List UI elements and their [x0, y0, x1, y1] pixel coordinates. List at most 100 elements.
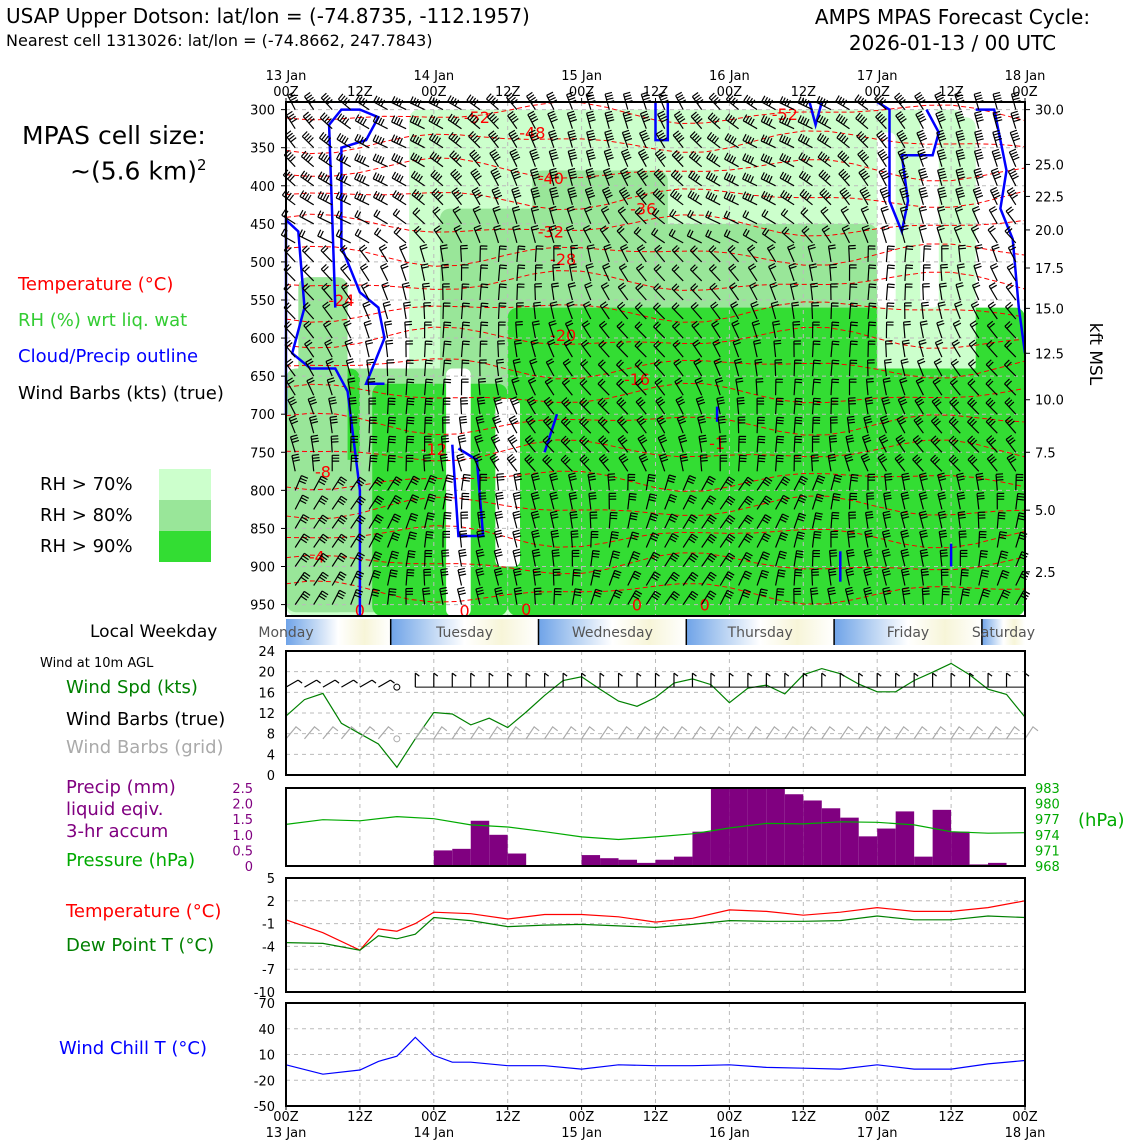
wind-barb — [597, 378, 610, 396]
wind-barb — [930, 416, 943, 434]
wind-barb — [368, 569, 382, 586]
wind-barb — [820, 206, 832, 225]
wind-barb — [1004, 416, 1017, 434]
wind-barb — [967, 359, 980, 377]
kft-tick-label: 25.0 — [1035, 158, 1064, 173]
precip-bar — [766, 788, 785, 866]
wind-barb — [367, 378, 376, 396]
wind-barb — [321, 282, 333, 301]
wind-barb — [848, 359, 858, 377]
wind-barb — [811, 397, 821, 415]
wind-barb-true — [913, 672, 919, 688]
temperature-contour — [285, 157, 1026, 182]
kft-tick-label: 30.0 — [1035, 104, 1064, 119]
temperature-label: -4 — [309, 548, 325, 567]
wind-barb — [682, 590, 699, 605]
wind-barb — [567, 129, 578, 148]
wind-barb — [788, 263, 797, 282]
wind-barb — [548, 205, 558, 224]
wind-barb — [1007, 167, 1019, 187]
wind-barb — [885, 302, 895, 320]
wind-barb — [542, 435, 555, 453]
wind-barb — [885, 283, 895, 301]
wind-barb — [635, 187, 648, 206]
wind-barb — [844, 453, 854, 472]
wind-barb — [919, 529, 928, 548]
wind-barb — [664, 513, 679, 529]
wind-barb-grid — [359, 725, 376, 740]
wind-barb — [442, 511, 452, 529]
wind-barb — [738, 435, 747, 453]
wind-barb — [1010, 110, 1021, 129]
rh-dry-slot — [446, 368, 471, 616]
wind-barb — [723, 172, 739, 187]
wind-barb-grid — [470, 725, 485, 740]
wind-barb — [738, 454, 747, 472]
wind-barb — [442, 302, 451, 320]
wind-barb — [405, 569, 415, 586]
precip-bar — [489, 834, 508, 866]
wind-barb — [490, 434, 501, 453]
wind-barb — [664, 552, 680, 567]
wind-barb — [494, 586, 504, 605]
wind-barb — [460, 340, 470, 358]
precip-tick-label: 0.5 — [232, 844, 253, 859]
wind-barb — [635, 263, 647, 282]
wind-barb — [936, 148, 947, 167]
wind-barb — [424, 474, 438, 491]
wind-barb — [304, 339, 315, 358]
wind-barb — [497, 245, 507, 262]
wind-barb — [793, 416, 803, 434]
wind-barb — [600, 282, 610, 301]
wind-barb — [387, 532, 401, 548]
wind-barb — [1005, 434, 1017, 453]
wind-barb — [493, 529, 503, 548]
wind-barb — [988, 282, 998, 301]
wind-barb — [989, 186, 1001, 206]
top-hour-label: 12Z — [938, 85, 964, 100]
weekday-name: Wednesday — [572, 625, 653, 641]
wind-barb — [567, 148, 578, 167]
wind-barb — [476, 529, 486, 548]
wind-barb — [508, 129, 520, 149]
wind-barb — [829, 549, 838, 567]
wind-barb — [458, 415, 468, 434]
wind-barb-grid — [987, 725, 1002, 740]
wind-barb — [391, 115, 407, 130]
weekday-band-segment — [834, 619, 982, 645]
wind-barb — [847, 397, 856, 415]
wind-barb — [429, 151, 444, 168]
wind-barb — [526, 396, 537, 415]
wind-barb — [996, 531, 1008, 548]
wind-barb — [793, 494, 808, 510]
wind-barb — [707, 112, 721, 130]
wind-barb — [313, 514, 329, 529]
wind-barb — [761, 227, 776, 244]
wind-barb — [622, 91, 633, 110]
wind-barb — [424, 512, 435, 529]
wind-barb — [954, 110, 965, 129]
wind-barb — [636, 415, 647, 434]
wind-barb — [914, 396, 925, 415]
wind-barb — [588, 492, 597, 510]
wind-barb — [381, 282, 390, 301]
wind-barb-true — [525, 672, 531, 688]
wind-barb — [955, 129, 966, 148]
wind-barb — [440, 435, 450, 453]
wind-barb — [811, 302, 820, 320]
wind-barb — [506, 453, 518, 472]
wind-barb — [830, 530, 838, 548]
wind-barb — [329, 415, 338, 434]
wind-barb — [971, 205, 981, 225]
wind-barb — [458, 548, 467, 567]
wind-barb — [801, 225, 813, 244]
wind-barb — [901, 587, 911, 605]
wind-barb — [716, 396, 725, 415]
wind-barb — [551, 549, 560, 567]
bottom-hour-label: 12Z — [347, 1110, 373, 1125]
wind-barb — [405, 531, 418, 548]
wind-barb — [855, 112, 869, 130]
wind-barb — [424, 416, 433, 434]
wind-barb — [616, 321, 629, 339]
